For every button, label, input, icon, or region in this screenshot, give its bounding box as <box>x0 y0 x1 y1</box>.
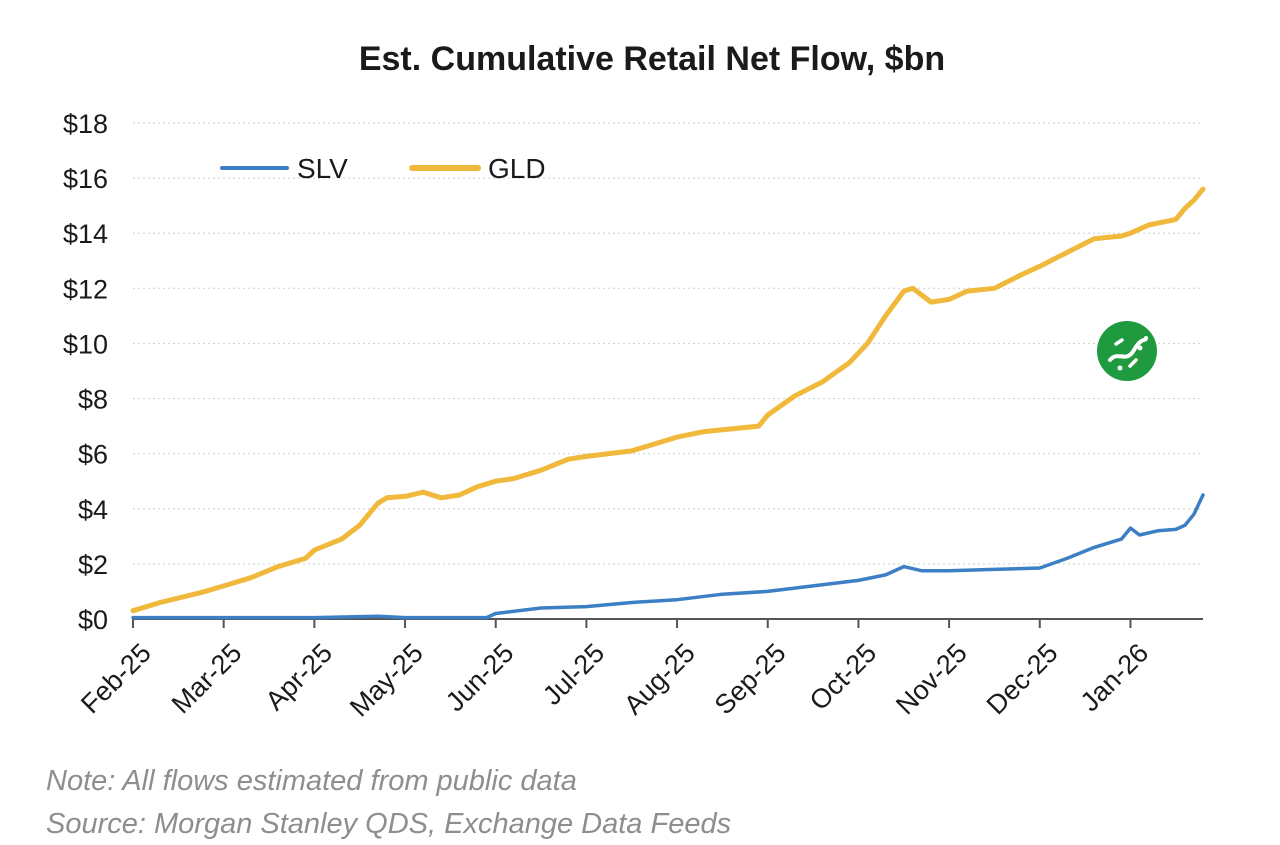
x-tick-label: Dec-25 <box>981 638 1064 721</box>
x-tick-label: Aug-25 <box>618 638 701 721</box>
y-tick-label: $18 <box>63 109 108 139</box>
y-tick-label: $6 <box>78 440 108 470</box>
series-line-slv <box>131 493 1205 620</box>
x-tick-label: May-25 <box>344 638 429 723</box>
x-tick-label: Sep-25 <box>709 638 792 721</box>
watermark-logo-icon <box>1097 321 1157 381</box>
grid <box>133 122 1203 565</box>
y-axis: $0 $2 $4 $6 $8 $10 $12 $14 $16 $18 <box>63 109 108 635</box>
y-tick-label: $16 <box>63 164 108 194</box>
series-lines <box>130 186 1206 620</box>
legend: SLV GLD <box>220 153 546 184</box>
y-tick-label: $0 <box>78 605 108 635</box>
x-tick-label: Apr-25 <box>260 638 339 717</box>
x-tick-label: Jan-26 <box>1075 638 1155 718</box>
x-tick-label: Feb-25 <box>75 638 157 720</box>
x-tick-label: Oct-25 <box>804 638 883 717</box>
y-tick-label: $12 <box>63 274 108 304</box>
legend-label-gld: GLD <box>488 153 546 184</box>
chart-source: Source: Morgan Stanley QDS, Exchange Dat… <box>46 808 732 840</box>
y-tick-label: $2 <box>78 550 108 580</box>
x-tick-label: Jun-25 <box>440 638 520 718</box>
chart-title: Est. Cumulative Retail Net Flow, $bn <box>359 40 945 78</box>
x-tick-label: Mar-25 <box>166 638 248 720</box>
series-line-gld <box>130 186 1206 614</box>
y-tick-label: $14 <box>63 219 108 249</box>
legend-label-slv: SLV <box>297 153 348 184</box>
x-tick-label: Jul-25 <box>537 638 610 711</box>
chart-note: Note: All flows estimated from public da… <box>46 765 577 797</box>
y-tick-label: $8 <box>78 385 108 415</box>
y-tick-label: $10 <box>63 329 108 359</box>
x-axis: Feb-25 Mar-25 Apr-25 May-25 Jun-25 Jul-25 Aug-… <box>75 618 1203 723</box>
y-tick-label: $4 <box>78 495 108 525</box>
x-tick-label: Nov-25 <box>890 638 973 721</box>
